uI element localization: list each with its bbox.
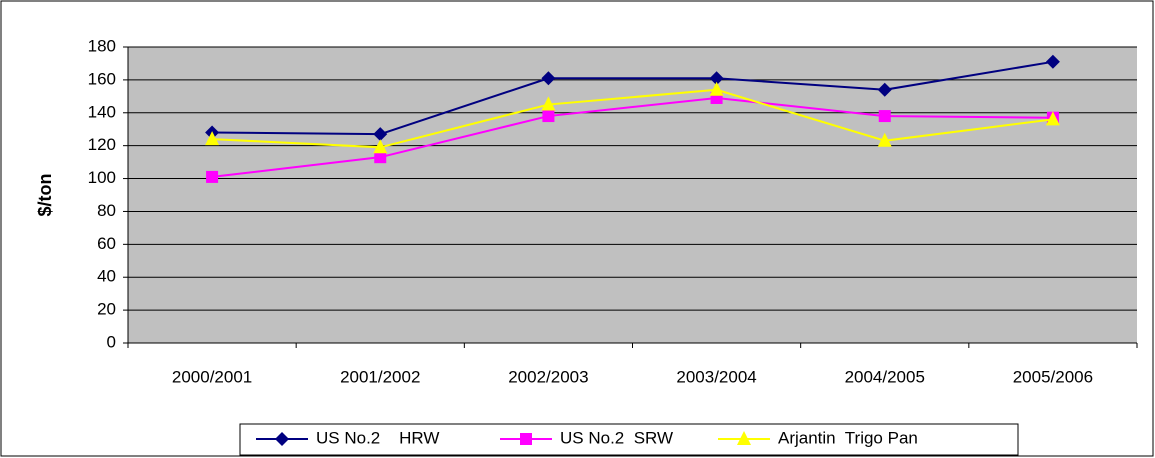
x-tick-label: 2003/2004 <box>676 367 756 386</box>
marker <box>205 131 220 146</box>
legend <box>239 423 1019 456</box>
legend-label: Arjantin Trigo Pan <box>778 428 918 447</box>
series-line <box>211 96 1053 178</box>
marker <box>520 433 532 445</box>
y-tick-label: 20 <box>97 300 116 319</box>
y-tick-label: 180 <box>88 36 116 55</box>
marker <box>1045 111 1060 126</box>
series-line <box>212 60 1054 136</box>
y-tick-label: 60 <box>97 234 116 253</box>
x-tick-label: 2004/2005 <box>845 367 925 386</box>
marker <box>206 170 219 183</box>
series-line <box>212 88 1054 149</box>
x-tick-label: 2002/2003 <box>508 367 588 386</box>
y-tick-label: 80 <box>97 201 116 220</box>
legend-label: US No.2 SRW <box>560 428 673 447</box>
marker <box>1045 54 1060 69</box>
legend-label: US No.2 HRW <box>316 428 439 447</box>
y-tick-label: 120 <box>88 135 116 154</box>
x-tick-label: 2000/2001 <box>172 367 252 386</box>
marker <box>877 82 892 97</box>
marker <box>541 71 556 86</box>
marker <box>542 110 555 123</box>
marker <box>373 127 388 142</box>
y-tick-label: 0 <box>107 332 116 351</box>
marker <box>737 431 751 445</box>
marker <box>878 110 891 123</box>
marker <box>374 151 387 164</box>
y-tick-label: 140 <box>88 102 116 121</box>
marker <box>541 96 556 111</box>
marker <box>709 81 724 96</box>
marker <box>373 139 388 154</box>
y-tick-label: 40 <box>97 267 116 286</box>
marker <box>877 132 892 147</box>
x-tick-label: 2001/2002 <box>340 367 420 386</box>
plot-area <box>128 47 1137 343</box>
y-tick-label: 100 <box>88 168 116 187</box>
y-tick-label: 160 <box>88 69 116 88</box>
x-tick-label: 2005/2006 <box>1013 367 1093 386</box>
y-axis-label: $/ton <box>35 174 55 217</box>
marker <box>275 432 289 446</box>
marker <box>709 71 724 86</box>
